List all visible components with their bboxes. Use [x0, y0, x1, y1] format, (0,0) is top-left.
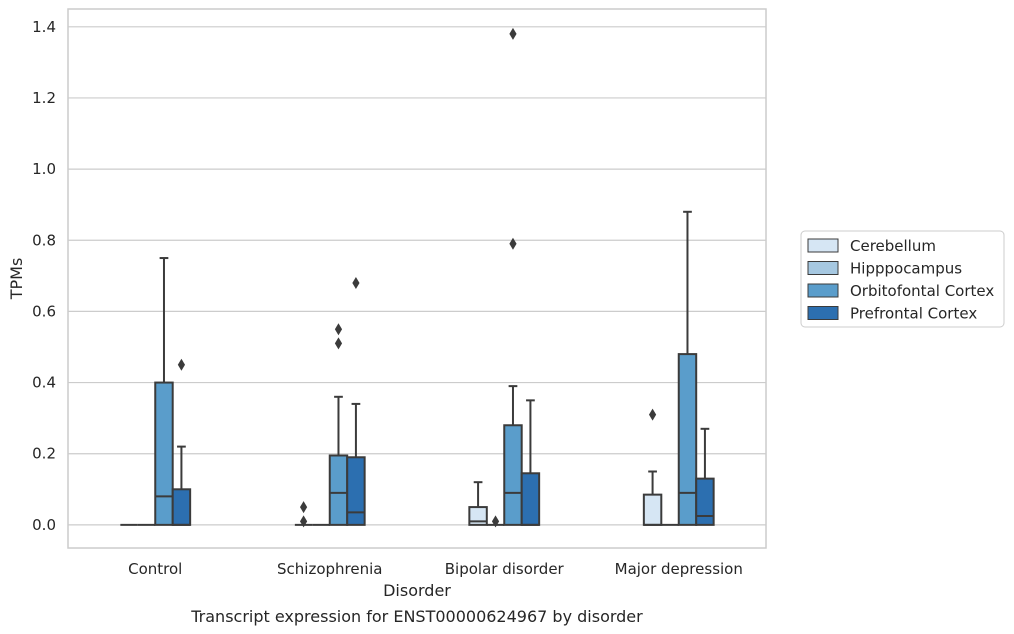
outlier-point	[177, 358, 186, 371]
box-body	[503, 424, 523, 526]
box-prefrontal-cortex	[346, 276, 366, 526]
box-orbitofontal-cortex	[677, 210, 698, 526]
box-prefrontal-cortex	[695, 427, 715, 526]
box-prefrontal-cortex	[520, 399, 541, 526]
x-axis-label: Disorder	[383, 581, 451, 600]
y-tick-label: 1.2	[32, 89, 56, 107]
box-orbitofontal-cortex	[328, 323, 349, 526]
legend-label: Cerebellum	[850, 237, 936, 255]
box-cerebellum	[642, 408, 663, 526]
box-cerebellum	[294, 501, 313, 528]
y-axis-label: TPMs	[7, 258, 26, 301]
boxplots	[120, 27, 715, 528]
box-body	[677, 353, 698, 526]
box-body	[154, 381, 174, 526]
outlier-point	[334, 337, 343, 350]
y-tick-label: 0.2	[32, 445, 56, 463]
legend: Cerebellum Hipppocampus Orbitofontal Corte…	[800, 230, 1005, 328]
legend-swatch	[807, 261, 839, 275]
box-hipppocampus	[486, 515, 505, 528]
x-tick-label: Major depression	[615, 560, 743, 578]
legend-swatch	[807, 306, 839, 320]
legend-swatch	[807, 283, 839, 298]
box-orbitofontal-cortex	[503, 27, 523, 526]
outlier-point	[334, 323, 343, 336]
x-tick-label: Control	[128, 560, 182, 578]
outlier-point	[299, 515, 308, 528]
y-tick-labels: 0.0 0.2 0.4 0.6 0.8 1.0 1.2 1.4	[32, 18, 56, 534]
box-body	[642, 493, 663, 526]
y-tick-label: 1.0	[32, 160, 56, 178]
box-prefrontal-cortex	[171, 358, 192, 526]
outlier-point	[299, 501, 308, 514]
legend-label: Orbitofontal Cortex	[850, 282, 994, 300]
outlier-point	[509, 27, 517, 40]
box-body	[695, 477, 715, 526]
box-cerebellum	[468, 481, 488, 526]
box-body	[520, 472, 541, 526]
x-tick-label: Bipolar disorder	[445, 560, 565, 578]
y-tick-label: 0.4	[32, 374, 56, 392]
plot-frame	[67, 8, 767, 549]
y-tick-label: 0.8	[32, 231, 56, 249]
box-body	[171, 488, 192, 526]
outlier-point	[491, 515, 500, 528]
box-orbitofontal-cortex	[154, 257, 174, 526]
chart-caption: Transcript expression for ENST0000062496…	[190, 607, 643, 626]
grid-lines	[68, 26, 766, 526]
y-tick-label: 0.6	[32, 302, 56, 320]
box-body	[346, 456, 366, 526]
x-tick-labels: Control Schizophrenia Bipolar disorder Majo…	[128, 560, 743, 578]
outlier-point	[352, 276, 360, 289]
y-tick-label: 0.0	[32, 516, 56, 534]
legend-swatch	[807, 238, 839, 253]
y-tick-label: 1.4	[32, 18, 56, 36]
box-body	[328, 454, 349, 526]
legend-label: Hipppocampus	[850, 260, 962, 278]
x-tick-label: Schizophrenia	[277, 560, 382, 578]
legend-frame	[800, 230, 1005, 328]
legend-label: Prefrontal Cortex	[850, 305, 977, 323]
outlier-point	[509, 237, 517, 250]
outlier-point	[648, 408, 657, 421]
